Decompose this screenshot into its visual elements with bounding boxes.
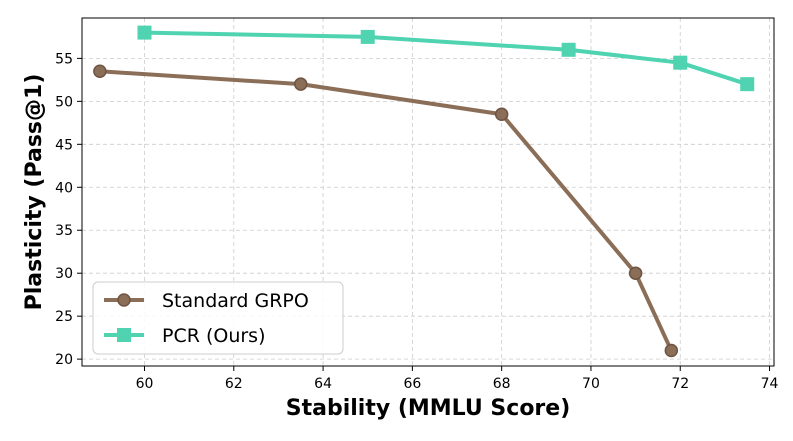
series-layer	[93, 25, 755, 358]
data-point-0	[294, 77, 308, 91]
legend-label-0: Standard GRPO	[162, 290, 309, 312]
x-tick-label: 64	[314, 376, 332, 392]
legend-box	[92, 281, 344, 355]
data-point-1	[561, 42, 576, 57]
y-tick-label: 30	[55, 266, 73, 282]
legend-marker-1	[117, 328, 131, 342]
y-tick-label: 50	[55, 94, 73, 110]
data-point-0	[628, 266, 643, 280]
x-tick-label: 68	[493, 376, 511, 392]
data-point-1	[740, 77, 755, 92]
data-point-0	[494, 107, 509, 121]
y-tick-label: 35	[55, 223, 73, 239]
grid	[82, 18, 774, 366]
x-tick-label: 70	[582, 376, 600, 392]
y-tick-label: 20	[55, 352, 73, 368]
legend-marker-0	[117, 293, 131, 307]
data-point-1	[360, 29, 375, 44]
legend-label-1: PCR (Ours)	[162, 325, 266, 347]
x-tick-label: 72	[671, 376, 689, 392]
y-axis-title: Plasticity (Pass@1)	[22, 74, 47, 311]
y-tick-label: 25	[55, 309, 73, 325]
x-tick-label: 62	[225, 376, 243, 392]
x-tick-label: 74	[761, 376, 779, 392]
x-tick-label: 66	[403, 376, 421, 392]
data-point-0	[93, 64, 107, 79]
plot-frame	[81, 17, 775, 367]
y-tick-label: 40	[55, 180, 73, 196]
x-axis-title: Stability (MMLU Score)	[286, 396, 571, 421]
data-point-1	[673, 55, 688, 70]
y-tick-label: 55	[55, 51, 73, 67]
data-point-0	[664, 343, 679, 358]
y-tick-label: 45	[55, 137, 73, 153]
ticks: 60 62 64 66 68 70 72 74 20 25 30 35 40 45 50 55	[55, 51, 778, 392]
x-tick-label: 60	[136, 376, 154, 392]
data-point-1	[137, 25, 152, 40]
legend: Standard GRPO PCR (Ours)	[92, 281, 344, 355]
